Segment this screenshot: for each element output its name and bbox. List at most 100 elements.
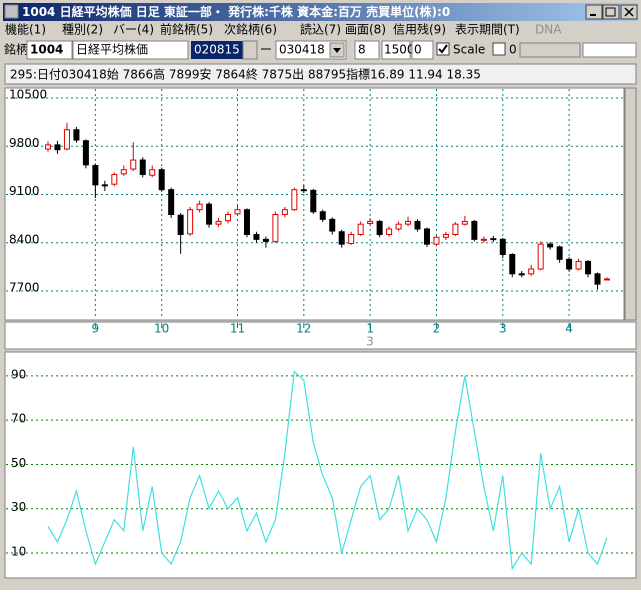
field-2[interactable]: 1500 — [384, 43, 415, 57]
menu-item[interactable]: 前銘柄(5) — [160, 22, 213, 37]
candle-body — [471, 220, 478, 240]
y-tick-label: 90 — [11, 367, 26, 381]
candle-body — [575, 260, 582, 270]
candle-body — [423, 228, 430, 245]
candle-body — [310, 189, 317, 213]
candle-body — [101, 184, 108, 187]
field-1[interactable]: 8 — [358, 43, 366, 57]
candle-body — [291, 189, 298, 211]
candle-body — [130, 159, 137, 170]
menu-item[interactable]: 画面(8) — [345, 23, 386, 37]
from-field[interactable]: 020815 — [194, 43, 240, 57]
x-tick-label: 9 — [92, 322, 100, 336]
y-tick-label: 30 — [11, 500, 26, 514]
indicator-line — [47, 370, 608, 571]
menu-item[interactable]: 信用残(9) — [393, 23, 446, 37]
candle-body — [509, 254, 516, 275]
candle-body — [120, 169, 127, 175]
toolbar: 銘柄 1004 日経平均株価 020815 ー 030418 8 1500 0 … — [4, 40, 637, 60]
candle-body — [253, 234, 260, 240]
toolbar-label: 銘柄 — [4, 42, 28, 57]
window-buttons[interactable] — [585, 4, 638, 20]
checkbox[interactable] — [492, 42, 506, 56]
y-tick-label: 8400 — [9, 232, 40, 246]
menu-item[interactable]: DNA — [535, 23, 562, 37]
candle-body — [272, 214, 279, 242]
x-tick-label: 1 — [366, 322, 374, 336]
x-tick-label: 11 — [230, 322, 245, 336]
candle-body — [63, 129, 70, 150]
candle-body — [452, 223, 459, 236]
info-line: 295:日付030418始 7866高 7899安 7864終 7875出 88… — [10, 67, 481, 82]
y-tick-label: 7700 — [9, 281, 40, 295]
candle-body — [433, 236, 440, 245]
x-tick-label: 2 — [433, 322, 441, 336]
candle-body — [405, 220, 412, 225]
x-tick-label: 3 — [499, 322, 507, 336]
candle-body — [329, 218, 336, 232]
x-tick-label: 10 — [154, 322, 169, 336]
candle-body — [319, 211, 326, 220]
dash: ー — [260, 43, 272, 57]
candle-body — [585, 260, 592, 275]
candle-body — [528, 268, 535, 275]
x-tick-label: 12 — [296, 322, 311, 336]
menu-bar: 機能(1) 種別(2) バー(4) 前銘柄(5) 次銘柄(6) 読込(7) 画面(8) 信用残… — [5, 22, 562, 37]
side-strip — [624, 87, 637, 321]
indicator-panel — [4, 351, 637, 579]
candle-body — [386, 228, 393, 236]
candle-body — [348, 234, 355, 244]
slider[interactable] — [519, 42, 581, 58]
candle-body — [92, 165, 99, 186]
y-tick-label: 9800 — [9, 136, 40, 150]
candle-body — [262, 238, 269, 242]
candle-body — [537, 243, 544, 270]
field-3[interactable]: 0 — [414, 43, 422, 57]
name-field: 日経平均株価 — [76, 42, 148, 57]
info-panel — [4, 63, 637, 85]
candle-body — [518, 273, 525, 276]
candle-body — [499, 238, 506, 256]
minimize-button[interactable] — [585, 4, 603, 20]
y-tick-label: 10 — [11, 544, 26, 558]
candle-body — [225, 214, 232, 222]
candle-body — [158, 169, 165, 191]
menu-item[interactable]: 次銘柄(6) — [224, 22, 277, 37]
candle-body — [594, 273, 601, 285]
spinner[interactable] — [242, 40, 258, 60]
candle-body — [215, 220, 222, 225]
candle-body — [395, 223, 402, 230]
y-tick-label: 50 — [11, 456, 26, 470]
candle-body — [73, 129, 80, 141]
field-4: 0 — [509, 43, 517, 57]
candle-body — [45, 144, 51, 150]
candle-body — [461, 220, 468, 225]
candle-body — [139, 159, 146, 176]
candle-body — [338, 231, 345, 245]
app-icon — [4, 4, 19, 19]
candle-body — [604, 278, 610, 281]
menu-item[interactable]: 種別(2) — [62, 23, 103, 37]
maximize-button[interactable] — [602, 4, 620, 20]
candle-body — [187, 209, 194, 235]
x-note: 3 — [366, 335, 374, 349]
code-field[interactable]: 1004 — [30, 43, 63, 57]
candle-body — [480, 238, 487, 241]
menu-item[interactable]: バー(4) — [113, 23, 154, 37]
menu-item[interactable]: 表示期間(T) — [455, 23, 520, 37]
scrollbar[interactable] — [582, 42, 637, 58]
candle-body — [490, 238, 497, 241]
candle-body — [206, 203, 213, 225]
menu-item[interactable]: 機能(1) — [5, 22, 46, 37]
candle-body — [168, 189, 175, 216]
menu-item[interactable]: 読込(7) — [300, 22, 341, 37]
date-panel — [4, 321, 637, 350]
candle-body — [442, 234, 449, 238]
y-tick-label: 9100 — [9, 184, 40, 198]
to-field[interactable]: 030418 — [279, 43, 325, 57]
candle-body — [300, 189, 307, 192]
candle-body — [196, 203, 203, 211]
candle-body — [243, 209, 250, 236]
candle-body — [376, 220, 383, 236]
